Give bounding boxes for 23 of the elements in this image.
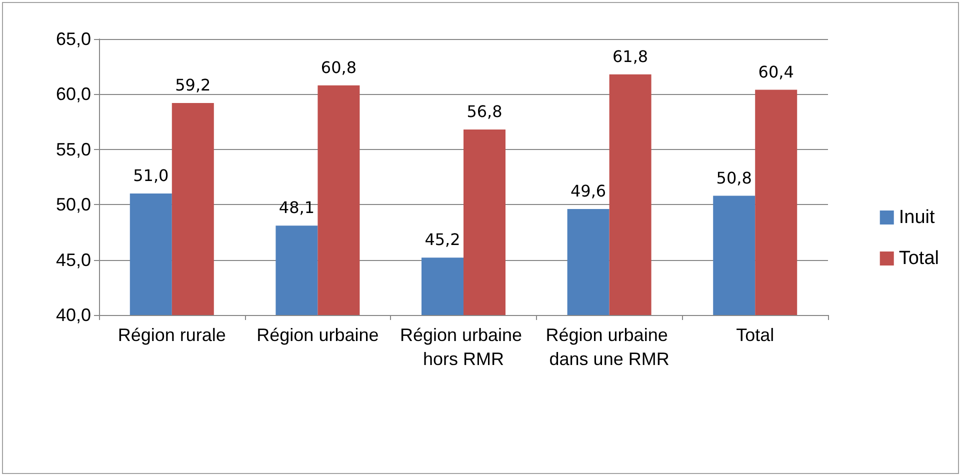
x-tick-label: Total xyxy=(736,325,774,345)
data-label: 60,4 xyxy=(758,62,794,82)
data-label: 61,8 xyxy=(612,46,648,66)
y-tick-label: 60,0 xyxy=(56,84,91,104)
data-label: 60,8 xyxy=(320,58,357,77)
y-tick-label: 40,0 xyxy=(56,305,91,325)
legend-label: Total xyxy=(898,248,940,269)
x-tick-label: Région urbaine dans une RMR xyxy=(546,325,673,369)
y-tick-label: 65,0 xyxy=(56,29,91,49)
x-tick-label: Région urbaine hors RMR xyxy=(400,325,528,369)
data-label: 59,2 xyxy=(175,76,211,95)
data-label: 56,8 xyxy=(466,102,502,122)
legend-label: Inuit xyxy=(898,207,936,228)
data-label: 49,6 xyxy=(570,182,606,201)
data-label: 51,0 xyxy=(133,166,169,186)
y-tick-label: 55,0 xyxy=(56,139,91,160)
x-tick-label: Région rurale xyxy=(118,325,226,345)
data-label: 48,1 xyxy=(278,198,315,218)
data-label: 50,8 xyxy=(716,168,752,188)
x-tick-label: Région urbaine xyxy=(256,325,379,345)
data-label: 45,2 xyxy=(424,230,460,250)
y-tick-label: 50,0 xyxy=(56,194,91,215)
y-tick-label: 45,0 xyxy=(56,250,91,270)
